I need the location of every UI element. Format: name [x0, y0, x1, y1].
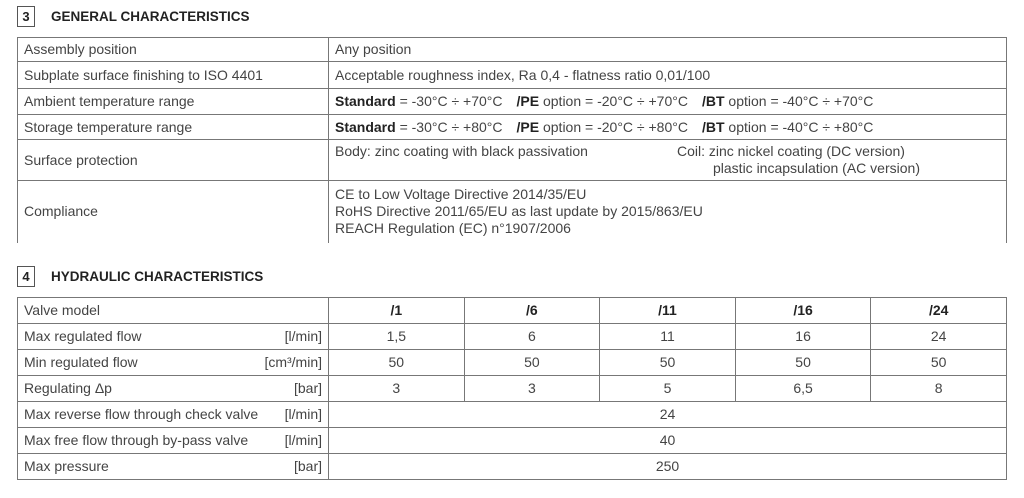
cell: 40 [328, 427, 1007, 454]
row-label: Ambient temperature range [17, 88, 329, 115]
table-row: Compliance CE to Low Voltage Directive 2… [17, 180, 1007, 243]
coil-protection-ac: plastic incapsulation (AC version) [713, 160, 920, 176]
table-row: Assembly position Any position [17, 37, 1007, 62]
compliance-line: REACH Regulation (EC) n°1907/2006 [335, 220, 571, 237]
row-unit: [l/min] [284, 406, 322, 422]
section-4-heading: 4 HYDRAULIC CHARACTERISTICS [17, 266, 263, 287]
general-characteristics-table: Assembly position Any position Subplate s… [17, 37, 1007, 243]
pe-value: option = -20°C ÷ +70°C [539, 93, 688, 109]
cell: 6 [463, 323, 601, 350]
table-row: Regulating Δp [bar] 3 3 5 6,5 8 [17, 375, 1007, 402]
row-unit: [l/min] [284, 328, 322, 344]
bt-value: option = -40°C ÷ +80°C [724, 118, 874, 135]
row-value: CE to Low Voltage Directive 2014/35/EU R… [328, 180, 1007, 243]
cell: 16 [734, 323, 872, 350]
table-row: Storage temperature range Standard = -30… [17, 114, 1007, 140]
table-row: Max pressure [bar] 250 [17, 453, 1007, 480]
standard-value: = -30°C ÷ +80°C [395, 118, 503, 135]
model-header: /6 [526, 302, 538, 318]
cell: 11 [599, 323, 736, 350]
bt-label: /BT [701, 118, 725, 135]
row-value: Body: zinc coating with black passivatio… [328, 139, 1007, 181]
row-label: Max reverse flow through check valve [24, 406, 259, 422]
table-row: Ambient temperature range Standard = -30… [17, 88, 1007, 115]
row-label: Max pressure [24, 458, 109, 474]
coil-protection-dc: Coil: zinc nickel coating (DC version) [677, 143, 905, 159]
section-title: HYDRAULIC CHARACTERISTICS [51, 269, 264, 284]
table-row: Max reverse flow through check valve [l/m… [17, 401, 1007, 428]
row-unit: [cm³/min] [264, 354, 322, 370]
row-value: Standard = -30°C ÷ +70°C/PE option = -20… [328, 88, 1007, 115]
table-row: Subplate surface finishing to ISO 4401 Ac… [17, 61, 1007, 89]
cell: 3 [463, 375, 601, 402]
cell: 24 [870, 323, 1007, 350]
cell: 50 [870, 349, 1007, 376]
cell: 50 [599, 349, 736, 376]
model-header: /11 [658, 302, 677, 318]
model-header: /24 [928, 302, 949, 318]
compliance-line: CE to Low Voltage Directive 2014/35/EU [335, 186, 587, 203]
pe-value: option = -20°C ÷ +80°C [539, 118, 688, 135]
cell: 6,5 [734, 375, 872, 402]
table-row: Surface protection Body: zinc coating wi… [17, 139, 1007, 181]
row-label: Min regulated flow [24, 354, 138, 370]
bt-label: /BT [701, 93, 725, 109]
row-label: Surface protection [17, 139, 329, 181]
cell: 3 [328, 375, 465, 402]
standard-label: Standard [335, 93, 396, 109]
row-label: Assembly position [17, 37, 329, 62]
cell: 50 [734, 349, 872, 376]
row-value: Standard = -30°C ÷ +80°C/PE option = -20… [328, 114, 1007, 140]
row-label: Max free flow through by-pass valve [24, 432, 249, 448]
body-protection: Body: zinc coating with black passivatio… [335, 143, 588, 159]
row-value: Any position [328, 37, 1007, 62]
cell: 250 [328, 453, 1007, 480]
row-unit: [l/min] [284, 432, 322, 448]
row-unit: [bar] [293, 380, 322, 396]
table-row: Max regulated flow [l/min] 1,5 6 11 16 24 [17, 323, 1007, 350]
row-label: Max regulated flow [24, 328, 142, 344]
section-number: 3 [17, 6, 35, 27]
table-row: Min regulated flow [cm³/min] 50 50 50 50 50 [17, 349, 1007, 376]
row-label: Compliance [17, 180, 329, 243]
row-label: Subplate surface finishing to ISO 4401 [17, 61, 329, 89]
standard-label: Standard [335, 118, 396, 135]
bt-value: option = -40°C ÷ +70°C [724, 93, 874, 109]
cell: 1,5 [328, 323, 465, 350]
row-label: Regulating Δp [24, 380, 112, 396]
header-row: Valve model /1 /6 /11 /16 /24 [17, 297, 1007, 324]
row-label: Storage temperature range [17, 114, 329, 140]
pe-label: /PE [516, 118, 540, 135]
table-row: Max free flow through by-pass valve [l/mi… [17, 427, 1007, 454]
model-header: /1 [390, 302, 403, 318]
cell: 50 [463, 349, 601, 376]
row-value: Acceptable roughness index, Ra 0,4 - fla… [328, 61, 1007, 89]
model-header: /16 [793, 302, 813, 318]
cell: 50 [328, 349, 465, 376]
pe-label: /PE [516, 93, 540, 109]
standard-value: = -30°C ÷ +70°C [395, 93, 503, 109]
row-unit: [bar] [293, 458, 322, 474]
section-title: GENERAL CHARACTERISTICS [51, 9, 250, 24]
section-3-heading: 3 GENERAL CHARACTERISTICS [17, 6, 250, 27]
cell: 5 [599, 375, 736, 402]
cell: 8 [870, 375, 1007, 402]
hydraulic-characteristics-table: Valve model /1 /6 /11 /16 /24 Max regula… [17, 297, 1007, 480]
compliance-line: RoHS Directive 2011/65/EU as last update… [335, 203, 703, 220]
cell: 24 [328, 401, 1007, 428]
row-label: Valve model [17, 297, 329, 324]
section-number: 4 [17, 266, 35, 287]
